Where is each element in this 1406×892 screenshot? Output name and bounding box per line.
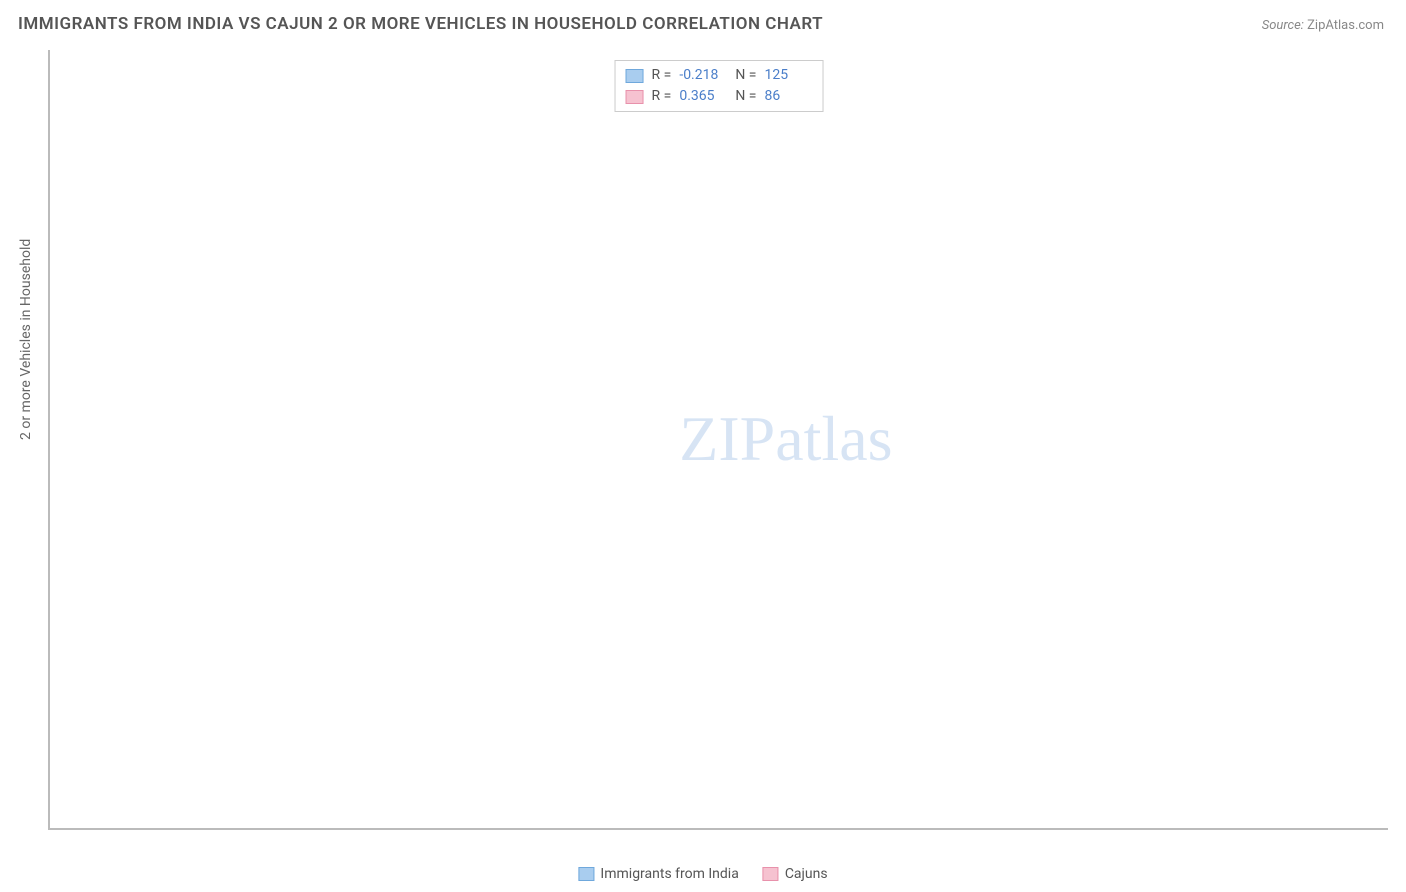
correlation-legend: R = -0.218 N = 125 R = 0.365 N = 86 (615, 60, 824, 112)
legend-item-india: Immigrants from India (578, 866, 738, 882)
r-value-cajuns: 0.365 (679, 86, 727, 107)
y-axis-label: 2 or more Vehicles in Household (18, 239, 34, 440)
r-value-india: -0.218 (679, 65, 727, 86)
swatch-cajuns-icon (763, 867, 779, 881)
chart-title: IMMIGRANTS FROM INDIA VS CAJUN 2 OR MORE… (18, 14, 823, 34)
source-label: Source: (1262, 18, 1304, 33)
chart-plot-area: R = -0.218 N = 125 R = 0.365 N = 86 ZIPa… (48, 50, 1388, 830)
chart-svg (50, 50, 1388, 828)
swatch-india (626, 69, 644, 83)
n-value-india: 125 (764, 65, 812, 86)
source-value: ZipAtlas.com (1307, 18, 1384, 33)
n-label: N = (735, 65, 756, 86)
source-attribution: Source: ZipAtlas.com (1262, 18, 1384, 33)
swatch-india-icon (578, 867, 594, 881)
n-value-cajuns: 86 (764, 86, 812, 107)
legend-label-cajuns: Cajuns (785, 866, 828, 882)
n-label: N = (735, 86, 756, 107)
r-label: R = (652, 65, 672, 86)
swatch-cajuns (626, 90, 644, 104)
legend-item-cajuns: Cajuns (763, 866, 828, 882)
legend-row-cajuns: R = 0.365 N = 86 (626, 86, 813, 107)
series-legend: Immigrants from India Cajuns (578, 866, 827, 882)
r-label: R = (652, 86, 672, 107)
legend-label-india: Immigrants from India (600, 866, 738, 882)
legend-row-india: R = -0.218 N = 125 (626, 65, 813, 86)
